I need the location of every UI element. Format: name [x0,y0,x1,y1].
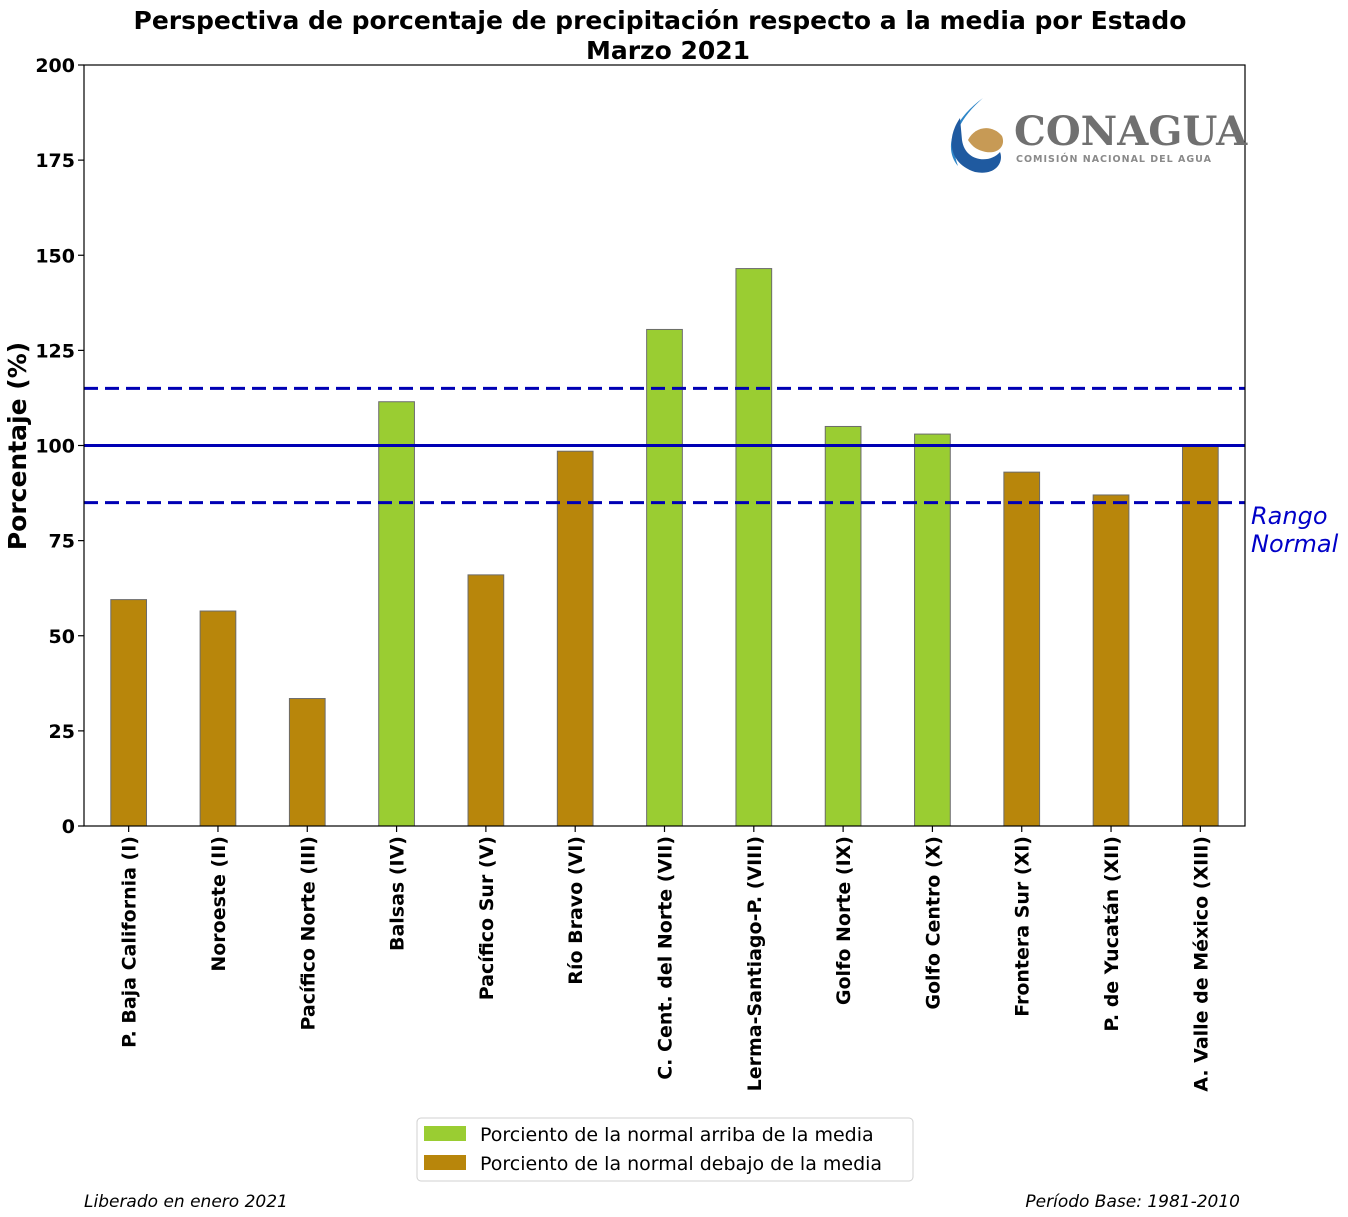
bars-group [110,268,1219,827]
bar-2 [199,610,237,827]
bar-9 [824,425,862,827]
x-tick-label: Frontera Sur (XI) [1012,836,1034,1017]
y-tick-label: 75 [49,531,75,553]
y-tick-label: 150 [35,245,75,267]
rango-normal-line-2: Normal [1251,530,1339,558]
x-tick-label: Golfo Centro (X) [922,836,944,1010]
legend-swatch-above [424,1126,466,1141]
y-tick-label: 100 [35,436,75,458]
x-tick-label: Pacífico Sur (V) [476,836,498,1000]
rango-normal-label: Rango Normal [1251,502,1339,558]
y-tick-label: 25 [49,721,75,743]
legend-label-above: Porciento de la normal arriba de la medi… [480,1124,874,1146]
legend-label-below: Porciento de la normal debajo de la medi… [480,1153,882,1175]
legend-box [416,1117,914,1182]
legend-swatch-below [424,1155,466,1170]
x-tick-label: A. Valle de México (XIII) [1190,836,1212,1092]
reference-lines [84,386,1245,505]
x-tick-label: C. Cent. del Norte (VII) [655,836,677,1080]
bar-8 [735,268,773,827]
bar-4 [378,401,415,827]
bar-7 [646,328,683,827]
x-tick-label: Noroeste (II) [208,836,230,972]
y-tick-label: 0 [62,816,75,838]
x-tick-label: P. de Yucatán (XII) [1101,836,1123,1032]
y-axis-label: Porcentaje (%) [3,342,32,550]
y-tick-label: 175 [35,150,75,172]
bar-5 [467,574,505,827]
y-tick-label: 200 [35,55,75,77]
rango-normal-line-1: Rango [1251,502,1328,530]
x-tick-label: Lerma-Santiago-P. (VIII) [744,836,766,1091]
x-tick-label: Balsas (IV) [387,836,409,951]
y-tick-label: 125 [35,340,75,362]
bar-13 [1181,445,1219,827]
x-tick-label: P. Baja California (I) [119,836,141,1048]
bar-12 [1092,494,1130,827]
bar-11 [1003,471,1041,827]
bar-6 [556,450,594,827]
x-tick-label: Río Bravo (VI) [565,836,587,985]
legend: Porciento de la normal arriba de la medi… [416,1117,914,1182]
chart-title: Perspectiva de porcentaje de precipitaci… [134,6,1187,35]
footer-right: Período Base: 1981-2010 [1025,1192,1240,1212]
logo-wave-icon [951,118,1001,173]
y-tick-label: 50 [49,626,75,648]
chart-subtitle: Marzo 2021 [586,36,750,65]
footer-left: Liberado en enero 2021 [84,1192,288,1212]
logo-drop-icon [950,98,983,166]
x-axis-ticks: P. Baja California (I) Noroeste (II) Pacíf… [119,826,1212,1092]
conagua-logo: CONAGUA COMISIÓN NACIONAL DEL AGUA [950,98,1248,173]
bar-3 [288,698,326,827]
logo-name: CONAGUA [1014,108,1248,155]
logo-eagle-icon [968,128,1004,153]
x-tick-label: Golfo Norte (IX) [833,836,855,1005]
x-tick-label: Pacífico Norte (III) [297,836,319,1031]
logo-tagline: COMISIÓN NACIONAL DEL AGUA [1016,153,1212,165]
bar-10 [914,433,951,827]
bar-1 [110,599,148,827]
plot-frame [83,64,1246,827]
y-axis-ticks: 0 25 50 75 100 125 150 175 200 [35,55,84,838]
